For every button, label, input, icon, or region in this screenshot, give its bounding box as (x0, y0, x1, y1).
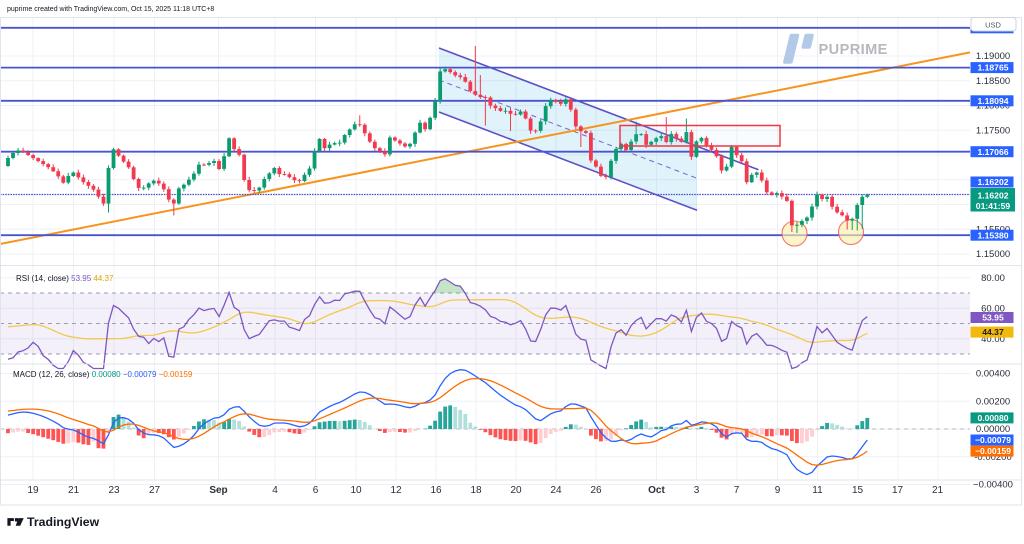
svg-text:11: 11 (812, 485, 823, 496)
svg-text:01:41:59: 01:41:59 (976, 201, 1011, 211)
svg-text:1.18765: 1.18765 (977, 63, 1008, 73)
svg-text:0.00000: 0.00000 (976, 424, 1010, 435)
svg-text:16: 16 (430, 485, 442, 496)
svg-text:1.16202: 1.16202 (977, 191, 1008, 201)
svg-text:1.15380: 1.15380 (977, 230, 1008, 240)
svg-text:PUPRIME: PUPRIME (819, 42, 888, 58)
svg-text:1.16202: 1.16202 (977, 177, 1008, 187)
svg-text:4: 4 (272, 485, 278, 496)
svg-text:26: 26 (590, 485, 602, 496)
svg-text:80.00: 80.00 (981, 273, 1005, 284)
svg-text:TradingView: TradingView (27, 515, 100, 529)
svg-text:1.19000: 1.19000 (976, 51, 1010, 62)
svg-text:1.17500: 1.17500 (976, 125, 1010, 136)
svg-text:puprime created with TradingVi: puprime created with TradingView.com, Oc… (7, 6, 214, 13)
svg-text:1.17066: 1.17066 (977, 147, 1008, 157)
svg-text:RSI (14, close) 53.95 44.37: RSI (14, close) 53.95 44.37 (16, 274, 114, 283)
svg-text:21: 21 (932, 485, 944, 496)
svg-text:23: 23 (108, 485, 120, 496)
svg-text:0.00080: 0.00080 (977, 413, 1008, 423)
svg-text:20: 20 (510, 485, 522, 496)
svg-text:0.00400: 0.00400 (976, 369, 1010, 380)
svg-text:USD: USD (985, 20, 1001, 29)
svg-text:18: 18 (470, 485, 482, 496)
svg-text:0.00200: 0.00200 (976, 396, 1010, 407)
svg-text:9: 9 (775, 485, 781, 496)
svg-text:24: 24 (550, 485, 562, 496)
svg-text:Oct: Oct (648, 485, 665, 496)
svg-text:15: 15 (852, 485, 864, 496)
svg-text:3: 3 (694, 485, 700, 496)
svg-text:27: 27 (149, 485, 161, 496)
svg-text:MACD (12, 26, close) 0.00080 −: MACD (12, 26, close) 0.00080 −0.00079 −0… (13, 370, 193, 379)
svg-text:−0.00400: −0.00400 (973, 480, 1013, 491)
svg-text:19: 19 (27, 485, 39, 496)
svg-text:12: 12 (390, 485, 402, 496)
svg-text:17: 17 (892, 485, 904, 496)
svg-text:44.37: 44.37 (982, 327, 1004, 337)
svg-text:Sep: Sep (209, 485, 227, 496)
svg-text:1.15000: 1.15000 (976, 249, 1010, 260)
svg-text:21: 21 (68, 485, 80, 496)
svg-text:−0.00159: −0.00159 (975, 446, 1011, 456)
svg-text:6: 6 (313, 485, 319, 496)
svg-text:1.18094: 1.18094 (977, 96, 1008, 106)
svg-text:−0.00079: −0.00079 (975, 435, 1011, 445)
svg-text:53.95: 53.95 (982, 313, 1004, 323)
svg-text:1.18500: 1.18500 (976, 76, 1010, 87)
svg-text:7: 7 (734, 485, 740, 496)
svg-text:10: 10 (350, 485, 362, 496)
